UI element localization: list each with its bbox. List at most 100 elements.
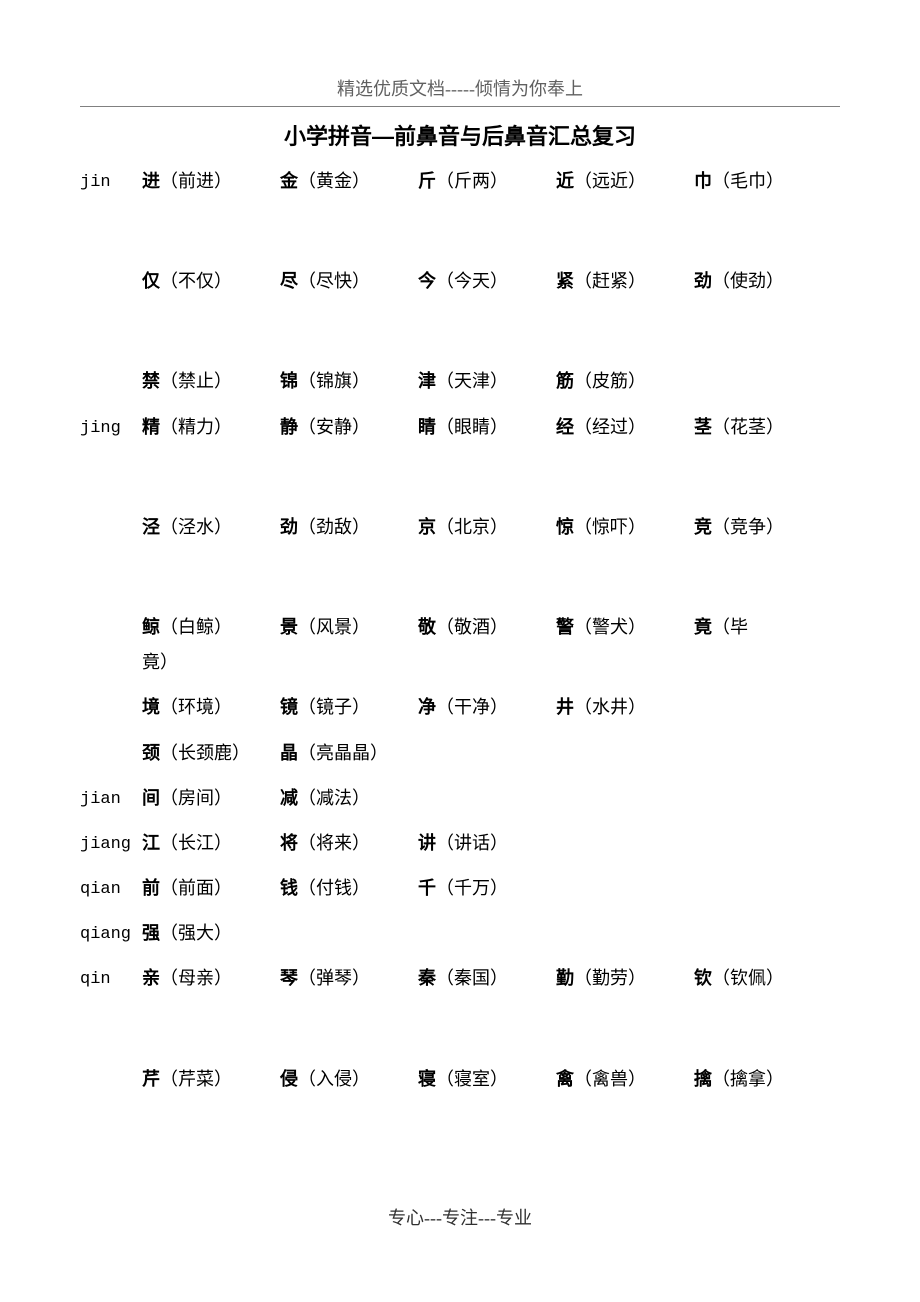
- vocab-row: 泾（泾水）劲（劲敌）京（北京）惊（惊吓）竞（竞争）: [80, 515, 840, 560]
- character: 今: [418, 271, 436, 291]
- example-word: （减法）: [298, 788, 370, 808]
- vocab-row: jiang江（长江）将（将来）讲（讲话）: [80, 831, 840, 876]
- example-word: （皮筋）: [574, 371, 646, 391]
- character: 侵: [280, 1069, 298, 1089]
- character: 间: [142, 788, 160, 808]
- character: 紧: [556, 271, 574, 291]
- entries-container: 颈（长颈鹿）晶（亮晶晶）: [142, 741, 840, 786]
- entries-container: 芹（芹菜）侵（入侵）寝（寝室）禽（禽兽）擒（擒拿）: [142, 1067, 840, 1112]
- vocab-entry: 仅（不仅）: [142, 269, 280, 294]
- entries-container: 境（环境）镜（镜子）净（干净）井（水井）: [142, 695, 840, 740]
- character: 警: [556, 617, 574, 637]
- pinyin-label: [80, 369, 142, 414]
- example-word: （禁止）: [160, 371, 232, 391]
- vocab-entry: 钱（付钱）: [280, 876, 418, 901]
- vocab-entry: 尽（尽快）: [280, 269, 418, 294]
- example-word: （天津）: [436, 371, 508, 391]
- example-word: （弹琴）: [298, 968, 370, 988]
- vocab-row: qiang强（强大）: [80, 921, 840, 966]
- vocab-entry: 禽（禽兽）: [556, 1067, 694, 1092]
- vocab-entry: 晶（亮晶晶）: [280, 741, 418, 766]
- character: 颈: [142, 743, 160, 763]
- example-word: （寝室）: [436, 1069, 508, 1089]
- example-word: （惊吓）: [574, 517, 646, 537]
- vocab-entry: 禁（禁止）: [142, 369, 280, 394]
- vocab-entry: 秦（秦国）: [418, 966, 556, 991]
- vocab-entry: 鲸（白鲸）: [142, 615, 280, 640]
- example-word: （竞争）: [712, 517, 784, 537]
- character: 泾: [142, 517, 160, 537]
- vocab-entry: 竞（竞争）: [694, 515, 832, 540]
- character: 经: [556, 417, 574, 437]
- entries-container: 前（前面）钱（付钱）千（千万）: [142, 876, 840, 921]
- example-word: （黄金）: [298, 171, 370, 191]
- example-word: （毕: [712, 617, 748, 637]
- vocab-row: qian前（前面）钱（付钱）千（千万）: [80, 876, 840, 921]
- character: 鲸: [142, 617, 160, 637]
- entries-container: 精（精力）静（安静）睛（眼睛）经（经过）茎（花茎）: [142, 415, 840, 460]
- vocab-row: 鲸（白鲸）景（风景）敬（敬酒）警（警犬）竟（毕竟）: [80, 615, 840, 695]
- vocab-entry: 间（房间）: [142, 786, 280, 811]
- example-word: （警犬）: [574, 617, 646, 637]
- character: 金: [280, 171, 298, 191]
- example-word: （尽快）: [298, 271, 370, 291]
- example-word: （今天）: [436, 271, 508, 291]
- vocab-entry: 减（减法）: [280, 786, 418, 811]
- character: 近: [556, 171, 574, 191]
- example-word: （花茎）: [712, 417, 784, 437]
- example-word: （泾水）: [160, 517, 232, 537]
- pinyin-label: [80, 741, 142, 786]
- example-word: （精力）: [160, 417, 232, 437]
- vocab-entry: 筋（皮筋）: [556, 369, 694, 394]
- vocab-row: 芹（芹菜）侵（入侵）寝（寝室）禽（禽兽）擒（擒拿）: [80, 1067, 840, 1112]
- pinyin-label: qin: [80, 966, 142, 1011]
- vocab-entry: 将（将来）: [280, 831, 418, 856]
- example-word: （钦佩）: [712, 968, 784, 988]
- vocab-row: 颈（长颈鹿）晶（亮晶晶）: [80, 741, 840, 786]
- vocab-entry: 强（强大）: [142, 921, 280, 946]
- entries-container: 江（长江）将（将来）讲（讲话）: [142, 831, 840, 876]
- vocab-entry: 斤（斤两）: [418, 169, 556, 194]
- character: 敬: [418, 617, 436, 637]
- character: 钦: [694, 968, 712, 988]
- pinyin-label: jin: [80, 169, 142, 214]
- character: 讲: [418, 833, 436, 853]
- example-word: （秦国）: [436, 968, 508, 988]
- vocab-row: 境（环境）镜（镜子）净（干净）井（水井）: [80, 695, 840, 740]
- vocab-entry: 警（警犬）: [556, 615, 694, 640]
- vocab-entry: 睛（眼睛）: [418, 415, 556, 440]
- example-word: （白鲸）: [160, 617, 232, 637]
- vocab-entry: 井（水井）: [556, 695, 694, 720]
- vocab-entry: 经（经过）: [556, 415, 694, 440]
- content-body: jin进（前进）金（黄金）斤（斤两）近（远近）巾（毛巾）仅（不仅）尽（尽快）今（…: [80, 169, 840, 1112]
- pinyin-label: jian: [80, 786, 142, 831]
- vocab-entry: 紧（赶紧）: [556, 269, 694, 294]
- entries-container: 强（强大）: [142, 921, 840, 966]
- vocab-entry: 京（北京）: [418, 515, 556, 540]
- character: 劲: [694, 271, 712, 291]
- example-word: （敬酒）: [436, 617, 508, 637]
- character: 睛: [418, 417, 436, 437]
- character: 秦: [418, 968, 436, 988]
- vocab-entry: 侵（入侵）: [280, 1067, 418, 1092]
- example-word: （入侵）: [298, 1069, 370, 1089]
- example-word: （不仅）: [160, 271, 232, 291]
- vocab-entry: 讲（讲话）: [418, 831, 556, 856]
- entries-container: 亲（母亲）琴（弹琴）秦（秦国）勤（勤劳）钦（钦佩）: [142, 966, 840, 1011]
- vocab-entry: 寝（寝室）: [418, 1067, 556, 1092]
- character: 净: [418, 697, 436, 717]
- vocab-row: 禁（禁止）锦（锦旗）津（天津）筋（皮筋）: [80, 369, 840, 414]
- character: 琴: [280, 968, 298, 988]
- example-word: （擒拿）: [712, 1069, 784, 1089]
- vocab-entry: 劲（劲敌）: [280, 515, 418, 540]
- example-word: （千万）: [436, 878, 508, 898]
- vocab-entry: 前（前面）: [142, 876, 280, 901]
- pinyin-label: [80, 269, 142, 314]
- vocab-entry: 亲（母亲）: [142, 966, 280, 991]
- character: 筋: [556, 371, 574, 391]
- vocab-entry: 千（千万）: [418, 876, 556, 901]
- wrap-continuation: 竟）: [142, 650, 840, 675]
- vocab-entry: 净（干净）: [418, 695, 556, 720]
- vocab-entry: 泾（泾水）: [142, 515, 280, 540]
- example-word: （水井）: [574, 697, 646, 717]
